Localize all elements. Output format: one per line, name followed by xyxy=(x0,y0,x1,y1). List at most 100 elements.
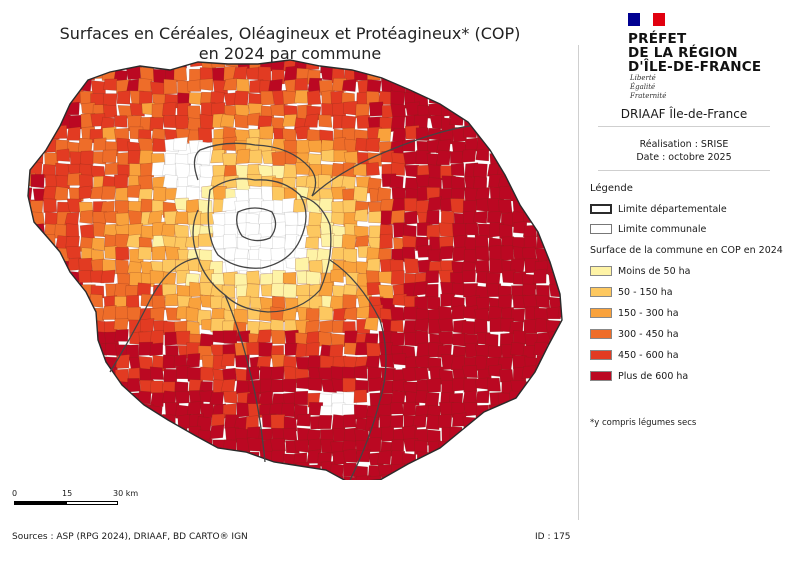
commune xyxy=(473,426,488,443)
commune xyxy=(245,366,260,381)
commune xyxy=(137,282,151,296)
commune xyxy=(162,390,177,405)
commune xyxy=(42,402,58,418)
commune xyxy=(126,405,141,420)
commune xyxy=(437,414,453,429)
departement-boundary xyxy=(207,178,307,269)
commune xyxy=(200,474,215,480)
commune xyxy=(54,353,69,370)
commune xyxy=(414,367,429,381)
commune xyxy=(535,295,551,309)
commune xyxy=(281,197,296,213)
departement-boundary xyxy=(329,259,387,480)
commune xyxy=(28,367,33,382)
commune xyxy=(532,475,547,480)
commune xyxy=(104,162,119,175)
commune xyxy=(415,60,430,70)
commune xyxy=(318,305,333,321)
commune xyxy=(525,450,540,465)
commune xyxy=(77,392,92,406)
commune xyxy=(114,413,129,428)
footnote: *y compris légumes secs xyxy=(590,418,697,428)
commune xyxy=(174,451,189,467)
commune xyxy=(462,67,478,81)
commune xyxy=(127,261,142,275)
commune xyxy=(391,162,405,176)
commune xyxy=(295,257,309,271)
commune xyxy=(129,103,145,117)
legend-swatch xyxy=(590,329,612,339)
commune xyxy=(560,197,562,214)
commune xyxy=(93,378,107,393)
commune xyxy=(68,353,83,368)
commune xyxy=(102,437,118,451)
commune xyxy=(523,115,539,131)
commune xyxy=(474,105,488,121)
commune xyxy=(534,153,550,169)
commune xyxy=(185,235,199,248)
commune xyxy=(282,90,297,105)
commune xyxy=(511,438,527,452)
commune xyxy=(54,79,68,92)
legend-label: Plus de 600 ha xyxy=(618,370,689,382)
commune xyxy=(332,137,347,152)
commune xyxy=(390,439,405,452)
legend-label: Limite départementale xyxy=(618,203,727,215)
commune xyxy=(367,437,382,453)
commune xyxy=(152,295,166,310)
commune xyxy=(148,452,163,467)
commune xyxy=(164,293,179,307)
commune xyxy=(31,237,47,252)
commune xyxy=(463,91,479,104)
commune xyxy=(436,67,451,83)
commune xyxy=(139,318,155,333)
commune xyxy=(234,475,248,480)
commune xyxy=(199,78,214,91)
commune xyxy=(162,452,178,466)
commune xyxy=(28,439,36,453)
commune xyxy=(489,465,505,479)
commune xyxy=(284,211,299,226)
commune xyxy=(42,234,56,249)
commune xyxy=(546,366,561,381)
commune xyxy=(270,104,285,117)
map-title-line2: en 2024 par commune xyxy=(198,44,382,63)
commune xyxy=(79,427,94,442)
commune xyxy=(260,474,276,480)
commune xyxy=(104,414,120,429)
commune xyxy=(524,141,540,156)
commune xyxy=(210,60,226,68)
commune xyxy=(307,378,323,392)
commune xyxy=(138,150,154,166)
map-title: Surfaces en Céréales, Oléagineux et Prot… xyxy=(30,24,550,64)
commune xyxy=(139,162,154,178)
commune xyxy=(162,474,177,480)
legend-title: Légende xyxy=(590,183,633,194)
commune xyxy=(378,60,393,69)
commune xyxy=(559,174,562,189)
commune xyxy=(127,184,141,198)
commune xyxy=(137,137,154,152)
commune xyxy=(90,405,105,420)
commune xyxy=(451,462,467,476)
legend-label: 300 - 450 ha xyxy=(618,328,679,340)
commune xyxy=(102,305,117,320)
devise-fraternite: Fraternité xyxy=(630,92,667,100)
commune xyxy=(307,355,322,370)
commune xyxy=(68,451,82,466)
commune xyxy=(93,137,107,151)
commune xyxy=(172,441,187,456)
commune xyxy=(318,114,333,128)
commune xyxy=(30,342,45,357)
commune xyxy=(113,318,129,331)
commune xyxy=(270,414,286,429)
commune xyxy=(150,463,166,477)
commune xyxy=(389,414,404,429)
commune xyxy=(330,268,344,283)
commune xyxy=(211,464,226,479)
commune xyxy=(303,113,319,128)
commune xyxy=(532,128,547,142)
commune xyxy=(426,79,441,95)
commune xyxy=(560,293,562,312)
commune xyxy=(28,60,31,72)
